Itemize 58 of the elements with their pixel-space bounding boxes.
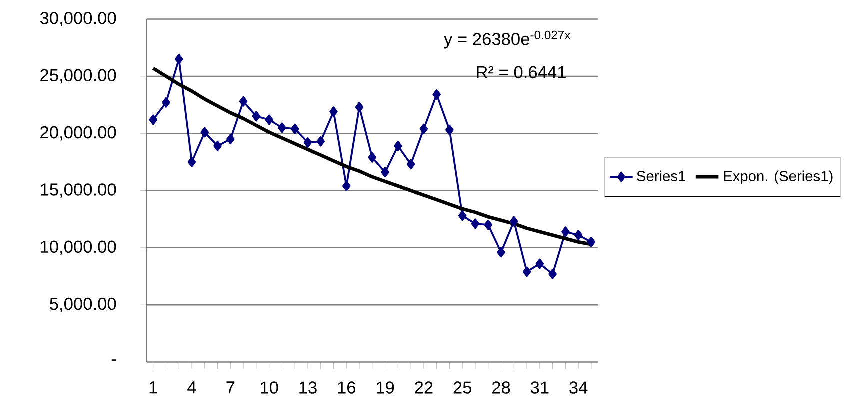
point [471,218,480,230]
y-tick-label: 5,000.00 [50,298,116,312]
x-tick-label: 7 [226,382,235,394]
y-tick-label: 25,000.00 [40,69,116,84]
x-tick-label: 16 [338,382,356,394]
point [406,159,416,170]
point [394,140,402,152]
legend-label: Series1 [637,170,686,182]
point [446,124,454,136]
point [330,106,338,118]
point [214,140,222,152]
point [432,90,441,100]
point [188,156,196,168]
point [265,114,274,126]
point [200,127,210,138]
x-tick-label: 25 [454,382,472,394]
point [149,114,158,126]
x-tick-label: 4 [188,382,196,394]
point [458,210,467,222]
annotation: R² = 0.6441 [477,66,566,79]
y-tick-label: - [112,360,116,361]
point [510,216,518,227]
point [536,258,544,270]
x-tick-label: 28 [492,382,510,394]
point [381,167,390,178]
point [522,266,532,278]
point [368,152,377,163]
legend-label: Expon. (Series1) [724,170,833,184]
y-tick-label: 30,000.00 [40,12,116,26]
x-tick-label: 1 [150,382,158,394]
x-tick-label: 10 [260,382,278,394]
point [226,134,235,145]
point [484,220,493,230]
point [420,124,428,134]
point [278,122,286,134]
point [342,180,351,192]
point [355,102,364,113]
y-tick-label: 15,000.00 [41,184,116,198]
point [497,247,506,258]
point [162,98,170,108]
point [587,237,596,248]
x-tick-label: 19 [376,382,394,394]
x-tick-label: 22 [415,382,433,394]
y-tick-label: 20,000.00 [40,126,116,141]
point [252,111,261,122]
point [316,136,325,147]
point [574,230,583,241]
point [548,269,557,280]
x-tick-label: 13 [300,382,317,394]
point [562,226,570,238]
y-tick-label: 10,000.00 [41,240,116,256]
point [290,124,300,134]
point [304,138,312,148]
annotation: y = 26380e$^{-0.027x}$ [444,30,571,49]
point [239,96,248,107]
x-tick-label: 34 [570,382,588,394]
point [174,54,184,64]
x-tick-label: 31 [530,382,549,394]
